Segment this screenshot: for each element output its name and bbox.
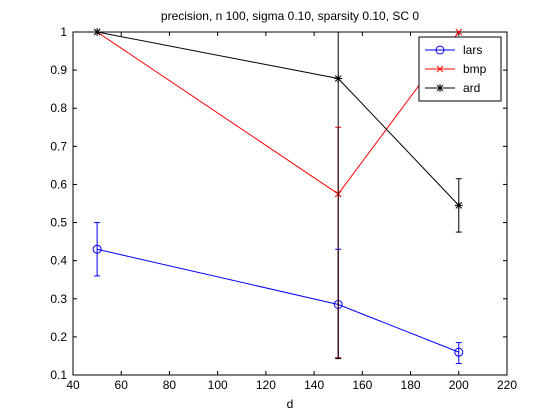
y-tick-label: 0.4 [50, 254, 67, 268]
y-tick-label: 0.3 [50, 292, 67, 306]
y-tick-label: 0.1 [50, 368, 67, 382]
legend-marker [436, 65, 444, 73]
y-tick-label: 0.6 [50, 177, 67, 191]
chart-title: precision, n 100, sigma 0.10, sparsity 0… [161, 9, 419, 23]
x-tick-label: 100 [208, 378, 228, 392]
axis-ticks: 40 60 80 100 120 140 160 180 200 220 0.1 0.2 0.3 0.4 0… [50, 25, 517, 392]
legend-marker [436, 84, 444, 92]
y-tick-label: 0.2 [50, 330, 67, 344]
y-tick-label: 0.9 [50, 63, 67, 77]
series-ard [93, 28, 463, 360]
data-point [92, 244, 102, 254]
legend-label: bmp [463, 62, 487, 76]
legend-item-lars: lars [425, 43, 482, 57]
legend-item-bmp: bmp [425, 62, 487, 76]
x-tick-label: 60 [115, 378, 129, 392]
legend-label: lars [463, 43, 482, 57]
x-tick-label: 120 [256, 378, 276, 392]
x-tick-label: 80 [163, 378, 177, 392]
y-tick-label: 0.7 [50, 139, 67, 153]
chart-legend: lars bmp ard [418, 36, 502, 102]
data-point [334, 74, 343, 83]
x-tick-label: 160 [352, 378, 372, 392]
data-point [455, 28, 463, 36]
legend-label: ard [463, 81, 480, 95]
y-tick-label: 1 [60, 25, 67, 39]
data-point [454, 201, 463, 210]
x-tick-label: 140 [304, 378, 324, 392]
legend-marker [435, 45, 445, 55]
x-tick-label: 180 [401, 378, 421, 392]
x-tick-label: 200 [449, 378, 469, 392]
y-tick-label: 0.8 [50, 101, 67, 115]
x-tick-label: 40 [66, 378, 80, 392]
series-layer [92, 28, 464, 365]
x-tick-label: 220 [497, 378, 517, 392]
y-tick-label: 0.5 [50, 216, 67, 230]
data-point [93, 28, 102, 36]
legend-item-ard: ard [425, 81, 480, 95]
x-axis-label: d [287, 397, 294, 411]
data-point [454, 347, 464, 357]
